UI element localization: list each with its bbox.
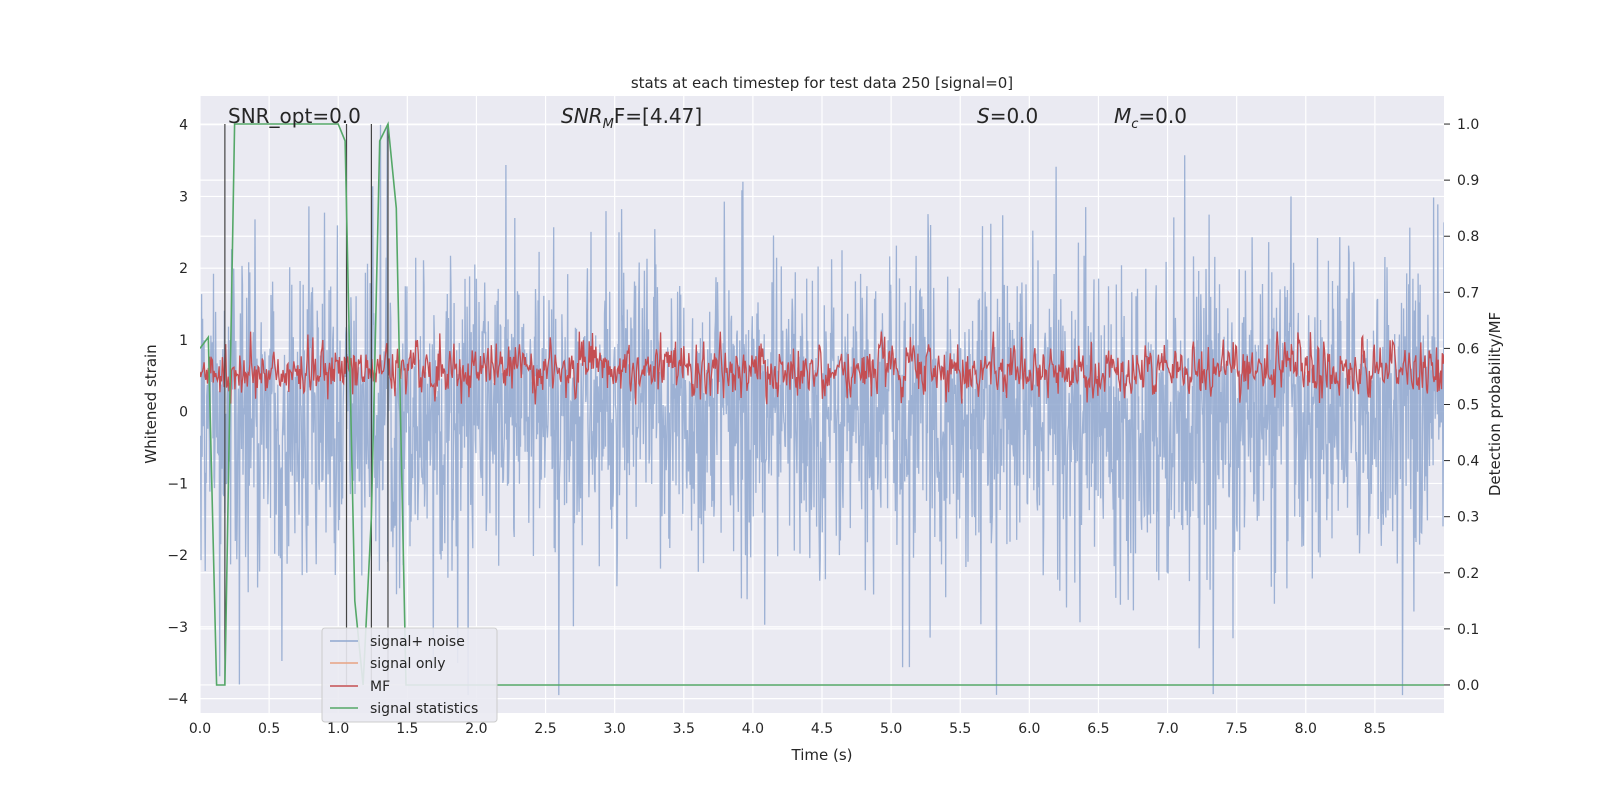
y-tick-label: 1 <box>179 333 188 349</box>
x-tick-label: 8.0 <box>1295 721 1317 737</box>
annotation-mc: Mc=0.0 <box>1114 104 1187 132</box>
y2-tick-label: 0.6 <box>1457 341 1479 357</box>
x-axis-label: Time (s) <box>791 746 853 764</box>
x-tick-label: 7.0 <box>1156 721 1178 737</box>
x-tick-label: 0.5 <box>258 721 280 737</box>
annotation-snr-mf-main: SNR <box>561 104 603 128</box>
x-tick-label: 3.5 <box>673 721 695 737</box>
y2-tick-label: 0.7 <box>1457 285 1479 301</box>
y-tick-label: −4 <box>167 692 188 708</box>
annotation-mc-sub: c <box>1131 117 1138 132</box>
x-tick-label: 4.5 <box>811 721 833 737</box>
annotation-snr-mf: SNRMF=[4.47] <box>561 104 702 132</box>
chart-title: stats at each timestep for test data 250… <box>631 74 1013 92</box>
y2-tick-label: 0.1 <box>1457 622 1479 638</box>
y-tick-label: 3 <box>179 189 188 205</box>
x-tick-label: 3.0 <box>604 721 626 737</box>
y-tick-label: −3 <box>167 620 188 636</box>
annotation-snr-mf-rest: F=[4.47] <box>614 104 702 128</box>
x-tick-label: 5.5 <box>949 721 971 737</box>
x-tick-label: 2.0 <box>465 721 487 737</box>
series-signal-statistics-line <box>200 121 1444 686</box>
annotation-s-rest: =0.0 <box>990 104 1039 128</box>
y-axis-label: Whitened strain <box>142 344 160 463</box>
x-tick-label: 8.5 <box>1364 721 1386 737</box>
y-tick-label: 0 <box>179 405 188 421</box>
x-tick-label: 1.0 <box>327 721 349 737</box>
legend-label-signal-statistics: signal statistics <box>370 701 478 717</box>
y-tick-label: −2 <box>167 548 188 564</box>
x-tick-label: 2.5 <box>534 721 556 737</box>
y-tick-label: −1 <box>167 476 188 492</box>
y2-tick-label: 0.5 <box>1457 398 1479 414</box>
x-tick-label: 5.0 <box>880 721 902 737</box>
x-tick-label: 6.0 <box>1018 721 1040 737</box>
legend-box <box>321 627 498 723</box>
legend-label-signal-noise: signal+ noise <box>370 634 465 650</box>
y2-tick-label: 0.9 <box>1457 173 1479 189</box>
annotation-s-main: S <box>977 104 990 128</box>
annotation-mc-main: M <box>1114 104 1131 128</box>
legend: signal+ noise signal only MF signal stat… <box>321 627 498 723</box>
y2-tick-label: 0.0 <box>1457 678 1479 694</box>
x-tick-label: 7.5 <box>1226 721 1248 737</box>
annotation-snr-opt: SNR_opt=0.0 <box>228 104 361 128</box>
y2-tick-label: 0.2 <box>1457 566 1479 582</box>
axis-ticks: 0.0 0.5 1.0 1.5 2.0 2.5 3.0 3.5 4.0 4.5 5.0 5.5 6.0 6… <box>167 117 1479 737</box>
y2-tick-label: 0.3 <box>1457 510 1479 526</box>
annotation-mc-rest: =0.0 <box>1138 104 1187 128</box>
y-tick-label: 4 <box>179 118 188 134</box>
series-mf-line <box>200 331 1444 405</box>
annotation-snr-mf-sub: M <box>603 117 614 132</box>
x-tick-label: 0.0 <box>189 721 211 737</box>
x-tick-label: 6.5 <box>1087 721 1109 737</box>
legend-label-mf: MF <box>370 679 390 695</box>
x-tick-label: 4.0 <box>742 721 764 737</box>
y2-tick-label: 0.4 <box>1457 454 1479 470</box>
y2-tick-label: 0.8 <box>1457 229 1479 245</box>
legend-label-signal-only: signal only <box>370 656 445 672</box>
annotation-s: S=0.0 <box>977 104 1038 128</box>
y2-tick-label: 1.0 <box>1457 117 1479 133</box>
x-tick-label: 1.5 <box>396 721 418 737</box>
y2-axis-label: Detection probability/MF <box>1486 312 1504 496</box>
y-tick-label: 2 <box>179 261 188 277</box>
